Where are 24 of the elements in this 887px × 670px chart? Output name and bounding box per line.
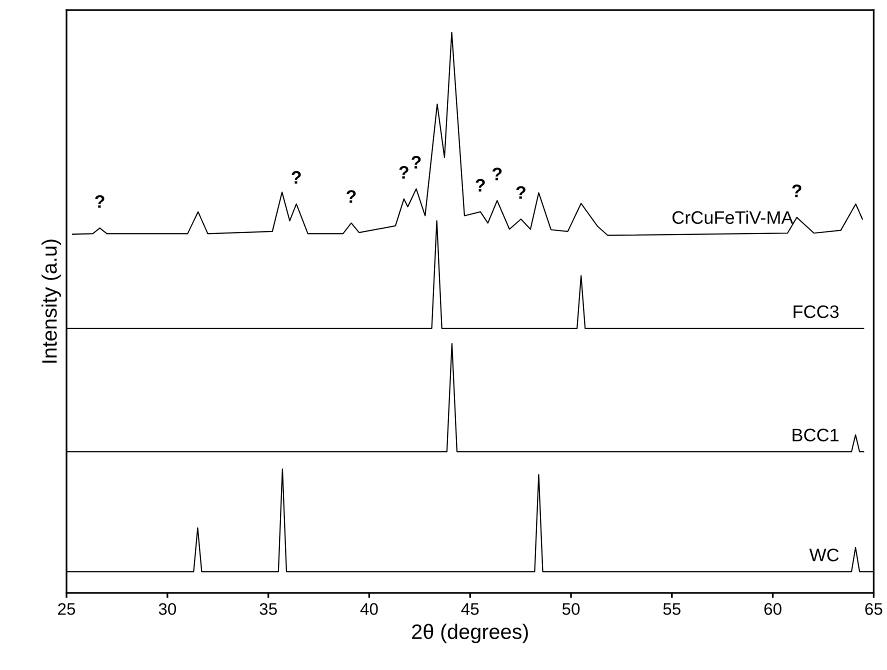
x-tick-label: 55 (663, 603, 680, 615)
x-tick-label: 45 (461, 603, 479, 615)
x-tick-label: 60 (764, 603, 782, 615)
annotation: ? (292, 171, 301, 184)
annotation: ? (492, 168, 502, 180)
x-tick-label: 50 (562, 603, 580, 615)
series-label: CrCuFeTiV-MA (672, 210, 794, 224)
annotation: ? (792, 184, 802, 198)
series-label: FCC3 (794, 305, 839, 318)
x-tick-label: 30 (158, 603, 176, 615)
x-tick-label: 35 (260, 603, 277, 615)
x-tick-label: 40 (360, 603, 378, 615)
annotation: ? (346, 190, 356, 203)
annotation: ? (399, 166, 408, 179)
annotation: ? (95, 195, 104, 208)
x-axis-title: 2θ (degrees) (412, 624, 528, 644)
series-label: WC (809, 548, 839, 562)
series-label: BCC1 (792, 428, 839, 442)
y-axis-title: Intensity (a.u) (42, 240, 61, 363)
annotation: ? (476, 178, 485, 192)
annotation: ? (412, 156, 421, 169)
x-tick-label: 65 (865, 603, 882, 615)
annotation: ? (516, 186, 526, 199)
x-tick-label: 25 (58, 603, 76, 615)
